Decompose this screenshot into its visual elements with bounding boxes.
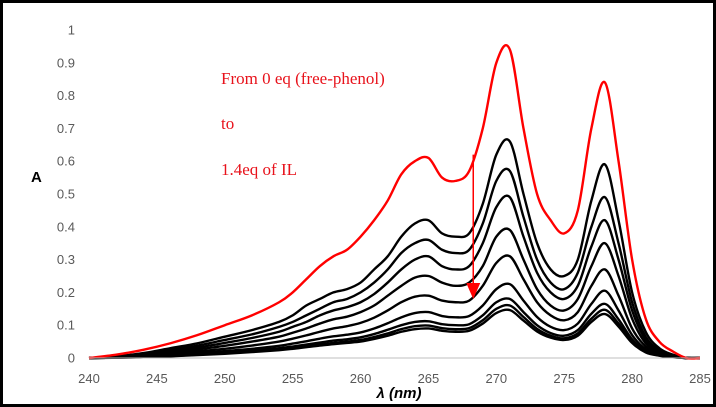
- series-line: [88, 138, 701, 360]
- annotation-line-2: to: [221, 114, 234, 133]
- arrow-head: [466, 282, 481, 299]
- annotation-line-3: 1.4eq of IL: [221, 160, 297, 179]
- annotation-line-1: From 0 eq (free-phenol): [221, 69, 385, 88]
- y-tick-labels: 0 0.1 0.2 0.3 0.4 0.5 0.6 0.7 0.8 0.9 1: [57, 23, 75, 366]
- y-tick-label: 0: [68, 351, 75, 366]
- x-tick-label: 250: [214, 371, 236, 386]
- y-axis-title: A: [31, 169, 42, 186]
- y-tick-label: 0.3: [57, 252, 75, 267]
- y-tick-label: 0.4: [57, 219, 75, 234]
- x-tick-label: 270: [485, 371, 507, 386]
- x-tick-label: 245: [146, 371, 168, 386]
- y-tick-label: 0.6: [57, 154, 75, 169]
- y-tick-label: 0.2: [57, 285, 75, 300]
- series-line: [88, 167, 701, 360]
- y-tick-label: 0.8: [57, 88, 75, 103]
- x-tick-labels: 240 245 250 255 260 265 270 275 280 285: [78, 371, 711, 386]
- x-tick-label: 240: [78, 371, 100, 386]
- series-line: [88, 254, 701, 360]
- x-tick-label: 255: [282, 371, 304, 386]
- absorbance-chart: 00.10.20.30.40.50.60.70.80.91 240 245 250 2…: [31, 23, 711, 403]
- x-tick-label: 275: [553, 371, 575, 386]
- series-line: [88, 282, 701, 360]
- series-line-free-phenol: [88, 44, 701, 360]
- series-line: [88, 194, 701, 360]
- y-tick-label: 0.7: [57, 121, 75, 136]
- x-axis-title: λ (nm): [376, 385, 422, 402]
- y-tick-label: 0.9: [57, 55, 75, 70]
- y-tick-label: 1: [68, 23, 75, 38]
- decrease-arrow: [466, 154, 481, 299]
- series-line: [88, 227, 701, 360]
- x-tick-label: 260: [350, 371, 372, 386]
- x-tick-label: 285: [689, 371, 711, 386]
- x-tick-label: 280: [621, 371, 643, 386]
- series-line: [88, 297, 701, 360]
- y-tick-label: 0.5: [57, 187, 75, 202]
- x-tick-label: 265: [418, 371, 440, 386]
- y-tick-label: 0.1: [57, 318, 75, 333]
- plot-lines: [88, 44, 701, 360]
